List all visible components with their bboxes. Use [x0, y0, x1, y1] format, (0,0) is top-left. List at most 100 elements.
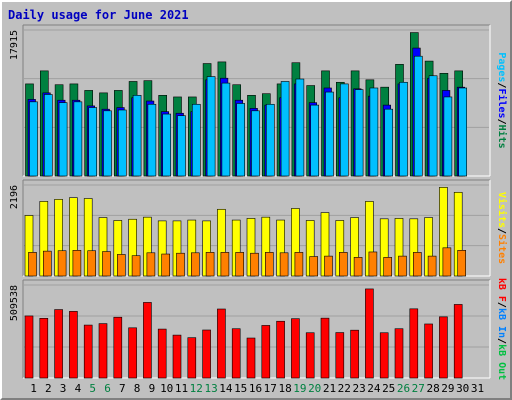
bar-pages-day-15: [236, 103, 245, 177]
bar-pages-day-2: [43, 94, 53, 177]
legend-entry: Sites: [496, 234, 508, 264]
bar-pages-day-24: [369, 87, 379, 177]
bar-sites-day-3: [57, 250, 67, 277]
bar-kb-f-day-12: [187, 337, 197, 379]
bar-pages-day-9: [147, 103, 157, 177]
bar-pages-day-7: [118, 109, 127, 177]
bar-kb-f-day-5: [83, 324, 93, 379]
bar-kb-f-day-23: [350, 329, 359, 379]
bar-sites-day-8: [131, 255, 141, 277]
legend-entry: /: [496, 302, 507, 308]
day-label-17: 17: [264, 382, 277, 395]
bar-kb-f-day-17: [261, 325, 271, 379]
bar-kb-f-day-14: [217, 308, 226, 379]
bar-sites-day-20: [309, 256, 319, 277]
legend-entry: Files: [496, 88, 508, 118]
bar-pages-day-26: [399, 81, 408, 177]
legend-entry: Pages: [496, 52, 507, 82]
day-label-18: 18: [278, 382, 291, 395]
day-label-28: 28: [426, 382, 439, 395]
bar-sites-day-13: [205, 252, 215, 277]
day-label-14: 14: [219, 382, 233, 395]
day-label-22: 22: [338, 382, 351, 395]
bar-sites-day-10: [161, 253, 170, 277]
bar-sites-day-18: [279, 252, 289, 277]
bar-pages-day-5: [88, 107, 97, 177]
day-label-27: 27: [412, 382, 425, 395]
bar-kb-f-day-26: [394, 328, 404, 379]
day-label-5: 5: [89, 382, 96, 395]
legend-entry: /: [496, 338, 507, 344]
bar-pages-day-18: [280, 81, 290, 177]
day-label-10: 10: [160, 382, 173, 395]
bar-kb-f-day-13: [202, 329, 211, 379]
day-label-31: 31: [471, 382, 484, 395]
legend-entry: /: [496, 119, 507, 125]
bar-pages-day-30: [458, 87, 468, 177]
bar-pages-day-11: [177, 115, 186, 177]
bar-sites-day-27: [412, 252, 422, 277]
day-label-26: 26: [397, 382, 410, 395]
bar-sites-day-30: [457, 250, 467, 277]
bar-kb-f-day-8: [128, 327, 137, 379]
bar-sites-day-22: [338, 252, 348, 277]
bar-sites-day-4: [72, 250, 82, 277]
bar-sites-day-21: [324, 255, 333, 277]
bar-pages-day-25: [384, 108, 394, 177]
bar-kb-f-day-1: [24, 315, 34, 379]
panel-3-legend: kB F/kB In/kB Out: [496, 278, 507, 380]
legend-entry: Hits: [496, 125, 508, 149]
bar-kb-f-day-30: [453, 304, 463, 379]
bar-sites-day-25: [383, 257, 393, 277]
bar-kb-f-day-7: [113, 316, 123, 379]
day-label-13: 13: [204, 382, 217, 395]
bar-pages-day-22: [339, 83, 349, 177]
bar-sites-day-14: [220, 252, 230, 277]
bar-kb-f-day-9: [143, 302, 152, 379]
bar-kb-f-day-22: [335, 332, 345, 379]
day-label-16: 16: [249, 382, 262, 395]
bar-kb-f-day-24: [365, 288, 374, 379]
legend-entry: kB Out: [496, 344, 507, 380]
bar-kb-f-day-28: [424, 323, 433, 379]
bar-kb-f-day-11: [172, 334, 182, 379]
day-label-11: 11: [175, 382, 188, 395]
bar-pages-day-29: [443, 96, 453, 177]
bar-pages-day-14: [221, 82, 231, 177]
day-label-24: 24: [367, 382, 381, 395]
day-label-9: 9: [149, 382, 156, 395]
day-label-25: 25: [382, 382, 395, 395]
day-label-7: 7: [119, 382, 126, 395]
bar-kb-f-day-3: [54, 309, 63, 379]
bar-pages-day-16: [251, 110, 260, 177]
bar-kb-f-day-18: [276, 320, 285, 379]
bar-sites-day-1: [28, 252, 37, 277]
bar-pages-day-17: [265, 103, 275, 177]
bar-pages-day-6: [103, 110, 112, 177]
day-label-8: 8: [134, 382, 141, 395]
bar-kb-f-day-2: [39, 318, 49, 379]
bar-sites-day-24: [368, 251, 378, 277]
bar-pages-day-10: [162, 113, 171, 177]
day-label-3: 3: [60, 382, 67, 395]
bar-kb-f-day-16: [246, 337, 256, 379]
bar-kb-f-day-21: [320, 317, 330, 379]
bar-kb-f-day-6: [98, 323, 108, 379]
bar-kb-f-day-19: [291, 318, 300, 379]
bar-sites-day-17: [264, 252, 274, 277]
panel-1-legend: Pages/Files/Hits: [496, 52, 508, 148]
bar-sites-day-26: [398, 255, 407, 277]
bar-pages-day-4: [73, 101, 83, 177]
bar-kb-f-day-4: [69, 311, 78, 379]
bar-pages-day-27: [413, 55, 423, 177]
bar-sites-day-6: [102, 251, 111, 277]
panel-3-y-max-label: 509538: [9, 285, 20, 321]
bar-kb-f-day-20: [305, 332, 315, 379]
day-label-29: 29: [441, 382, 454, 395]
legend-entry: /: [496, 82, 507, 88]
day-label-12: 12: [190, 382, 203, 395]
day-label-4: 4: [75, 382, 82, 395]
day-label-30: 30: [456, 382, 469, 395]
